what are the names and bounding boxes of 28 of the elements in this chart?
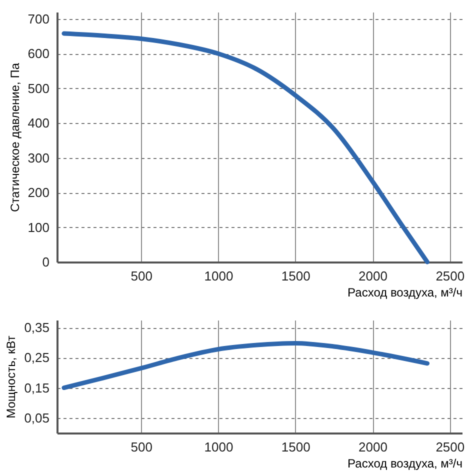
y-tick-label: 300 bbox=[28, 150, 50, 166]
y-tick-label: 200 bbox=[28, 185, 50, 200]
y-tick-label: 600 bbox=[28, 46, 50, 62]
x-tick-label: 500 bbox=[130, 268, 152, 284]
x-tick-label: 500 bbox=[130, 440, 152, 454]
y-tick-label: 0,15 bbox=[24, 380, 50, 396]
x-tick-label: 2500 bbox=[436, 440, 465, 454]
y-tick-label: 500 bbox=[28, 80, 50, 96]
y-tick-label: 0,25 bbox=[24, 350, 50, 366]
x-tick-label: 1500 bbox=[281, 268, 310, 284]
y-tick-label: 0,05 bbox=[24, 410, 50, 426]
line-series bbox=[62, 340, 430, 390]
x-tick-label: 2000 bbox=[358, 440, 388, 454]
x-axis-title: Расход воздуха, м³/ч bbox=[348, 456, 462, 470]
y-axis-title: Статическое давление, Па bbox=[8, 62, 22, 212]
y-axis-title: Мощность, кВт bbox=[4, 335, 18, 418]
x-tick-label: 1000 bbox=[204, 268, 234, 284]
y-tick-label: 100 bbox=[28, 220, 50, 235]
x-tick-label: 1500 bbox=[281, 440, 310, 454]
y-tick-label: 400 bbox=[28, 116, 50, 131]
line-series bbox=[62, 31, 430, 264]
x-axis-title: Расход воздуха, м³/ч bbox=[348, 286, 462, 300]
y-tick-label: 0,35 bbox=[24, 320, 50, 336]
x-tick-label: 2000 bbox=[358, 268, 388, 284]
x-tick-label: 1000 bbox=[204, 440, 234, 454]
x-tick-label: 2500 bbox=[436, 268, 465, 284]
y-tick-label: 0 bbox=[42, 254, 50, 270]
y-tick-label: 700 bbox=[28, 11, 50, 26]
